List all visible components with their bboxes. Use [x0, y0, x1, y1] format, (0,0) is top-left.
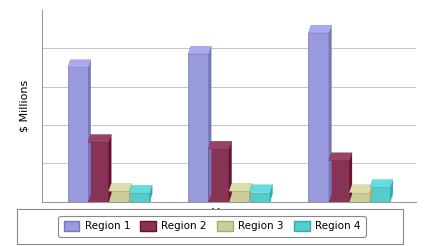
Polygon shape [188, 46, 211, 54]
Polygon shape [229, 184, 252, 191]
Polygon shape [109, 135, 111, 202]
Polygon shape [390, 180, 393, 202]
Bar [229, 191, 249, 202]
Bar [249, 193, 270, 202]
Polygon shape [109, 184, 132, 191]
Bar [88, 142, 109, 202]
Bar [329, 160, 349, 202]
Polygon shape [209, 46, 211, 202]
Polygon shape [68, 60, 91, 67]
Polygon shape [209, 141, 232, 149]
Polygon shape [150, 185, 152, 202]
Legend: Region 1, Region 2, Region 3, Region 4: Region 1, Region 2, Region 3, Region 4 [59, 216, 365, 237]
Polygon shape [229, 141, 232, 202]
Y-axis label: $ Millions: $ Millions [20, 80, 30, 132]
Polygon shape [129, 185, 152, 193]
X-axis label: Years: Years [212, 207, 245, 220]
Polygon shape [308, 25, 332, 33]
Bar [349, 193, 370, 202]
Bar [308, 33, 329, 202]
Polygon shape [370, 185, 372, 202]
Polygon shape [249, 185, 273, 193]
Bar [370, 187, 390, 202]
Bar [68, 67, 88, 202]
Polygon shape [88, 135, 111, 142]
FancyBboxPatch shape [17, 209, 403, 244]
Polygon shape [349, 185, 372, 193]
Polygon shape [129, 184, 132, 202]
Polygon shape [270, 185, 273, 202]
Polygon shape [349, 153, 352, 202]
Polygon shape [370, 180, 393, 187]
Polygon shape [88, 60, 91, 202]
Polygon shape [329, 153, 352, 160]
Bar [209, 149, 229, 202]
Bar [129, 193, 150, 202]
Polygon shape [329, 25, 332, 202]
Polygon shape [249, 184, 252, 202]
Bar [109, 191, 129, 202]
Bar [188, 54, 209, 202]
